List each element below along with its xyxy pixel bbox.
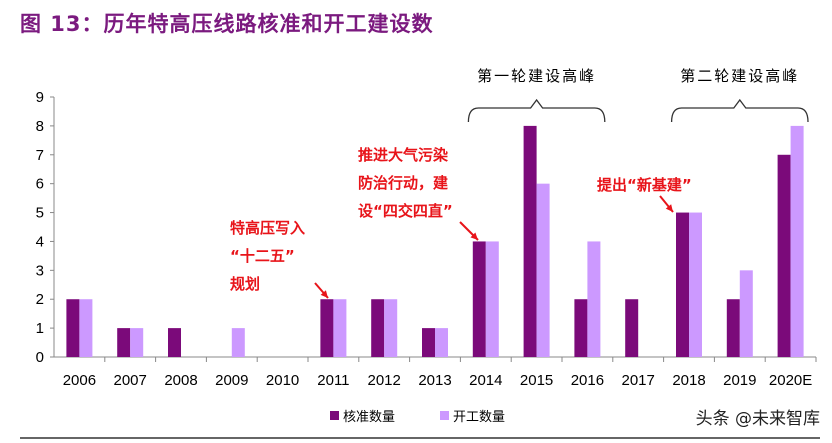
annotation-text: 规划 <box>230 275 260 293</box>
arrowhead-icon <box>665 204 673 212</box>
legend-swatch <box>330 411 339 420</box>
annotation-text: 提出“新基建” <box>597 176 692 194</box>
arrowhead-icon <box>320 290 328 298</box>
bar-approved-2013 <box>422 328 435 357</box>
bracket-label: 第二轮建设高峰 <box>680 67 799 85</box>
x-tick-label: 2008 <box>164 372 197 389</box>
legend-label: 开工数量 <box>453 410 505 425</box>
y-tick-label: 7 <box>36 147 44 164</box>
x-tick-label: 2019 <box>723 372 756 389</box>
x-tick-label: 2015 <box>520 372 553 389</box>
bracket-label: 第一轮建设高峰 <box>477 67 596 85</box>
x-tick-label: 2013 <box>418 372 451 389</box>
bar-started-2019 <box>739 270 753 357</box>
arrowhead-icon <box>470 232 478 240</box>
bar-started-2020E <box>790 125 804 357</box>
annotation-text: 设“四交四直” <box>358 202 453 220</box>
peak-bracket <box>467 98 606 123</box>
annotation-text: “十二五” <box>230 247 295 265</box>
bar-approved-2006 <box>66 299 80 357</box>
bar-approved-2014 <box>472 241 486 357</box>
annotation-text: 防治行动，建 <box>358 174 449 192</box>
x-tick-label: 2012 <box>368 372 401 389</box>
bar-approved-2007 <box>117 328 131 357</box>
y-tick-label: 6 <box>36 176 44 193</box>
x-tick-label: 2010 <box>266 372 299 389</box>
bar-approved-2011 <box>320 299 334 357</box>
y-tick-label: 8 <box>36 118 44 135</box>
legend-swatch <box>440 411 449 420</box>
x-tick-label: 2011 <box>317 372 349 389</box>
watermark: 头条 @未来智库 <box>696 409 820 429</box>
bar-started-2012 <box>384 299 398 357</box>
y-tick-label: 4 <box>36 233 44 250</box>
bar-started-2007 <box>130 328 144 357</box>
x-tick-label: 2006 <box>63 372 96 389</box>
bar-approved-2017 <box>625 299 639 357</box>
bar-approved-2016 <box>574 299 588 357</box>
bar-started-2011 <box>333 299 347 357</box>
bar-approved-2008 <box>168 328 181 357</box>
bar-started-2016 <box>587 241 601 357</box>
x-tick-label: 2007 <box>114 372 147 389</box>
x-tick-label: 2018 <box>672 372 705 389</box>
bar-approved-2020E <box>777 154 791 357</box>
annotation-text: 特高压写入 <box>230 219 305 237</box>
bar-approved-2012 <box>371 299 385 357</box>
bar-approved-2018 <box>676 212 689 357</box>
y-tick-label: 3 <box>36 262 44 279</box>
peak-bracket <box>670 98 809 123</box>
y-tick-label: 5 <box>36 205 44 222</box>
legend-label: 核准数量 <box>343 410 395 425</box>
bar-started-2015 <box>536 183 550 357</box>
bar-started-2018 <box>689 212 702 357</box>
y-tick-label: 2 <box>36 291 44 308</box>
chart-title: 图 13：历年特高压线路核准和开工建设数 <box>20 12 434 36</box>
bar-started-2006 <box>79 299 93 357</box>
bar-started-2009 <box>231 328 245 357</box>
x-tick-label: 2009 <box>215 372 248 389</box>
x-tick-label: 2017 <box>622 372 655 389</box>
y-tick-label: 0 <box>36 349 44 366</box>
x-tick-label: 2016 <box>571 372 604 389</box>
annotation-text: 推进大气污染 <box>358 146 449 164</box>
x-tick-label: 2014 <box>469 372 502 389</box>
bar-approved-2019 <box>726 299 740 357</box>
bar-started-2013 <box>435 328 448 357</box>
bar-approved-2015 <box>523 125 537 357</box>
y-tick-label: 9 <box>36 89 44 106</box>
bar-started-2014 <box>485 241 499 357</box>
x-tick-label: 2020E <box>769 372 812 389</box>
y-tick-label: 1 <box>36 320 44 337</box>
